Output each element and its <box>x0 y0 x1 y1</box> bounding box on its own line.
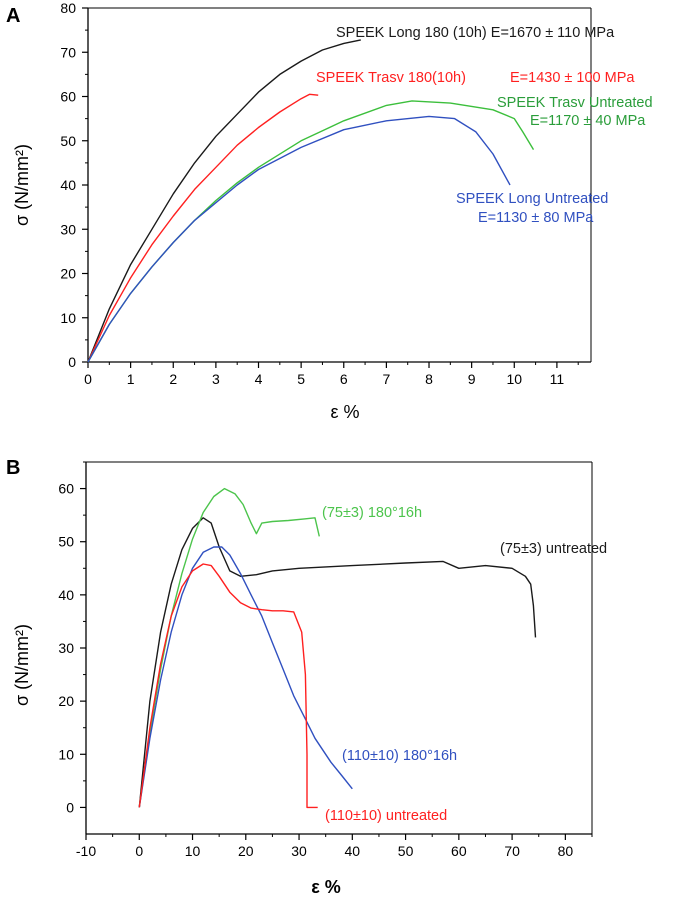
y-tick-label: 40 <box>58 587 74 603</box>
x-tick-label: 7 <box>382 371 390 387</box>
x-tick-label: 2 <box>169 371 177 387</box>
y-tick-label: 40 <box>60 177 76 193</box>
series-line-speek-trasv-180-10h <box>87 93 319 363</box>
annotation-75-untreated: (75±3) untreated <box>500 541 607 557</box>
y-tick-label: 60 <box>60 89 76 105</box>
x-tick-label: -10 <box>76 843 96 859</box>
y-tick-label: 70 <box>60 44 76 60</box>
y-tick-label: 50 <box>58 534 74 550</box>
annotation-trasv-untreated-modulus: E=1170 ± 40 MPa <box>530 113 646 129</box>
series-line-110-10-untreated <box>138 563 318 809</box>
y-axis-title: σ (N/mm²) <box>12 624 32 706</box>
y-axis-title: σ (N/mm²) <box>12 144 32 226</box>
y-tick-label: 0 <box>66 799 74 815</box>
x-tick-label: 50 <box>398 843 414 859</box>
x-tick-label: 0 <box>135 843 143 859</box>
series-line-75-3-180-16h <box>138 487 320 808</box>
x-tick-label: 10 <box>506 371 522 387</box>
y-tick-label: 10 <box>58 746 74 762</box>
annotation-75-treated: (75±3) 180°16h <box>322 505 422 521</box>
y-tick-label: 20 <box>58 693 74 709</box>
y-tick-label: 20 <box>60 266 76 282</box>
series-line-110-10-180-16h <box>138 546 353 808</box>
y-tick-label: 60 <box>58 481 74 497</box>
annotation-long-untreated-title: SPEEK Long Untreated <box>456 191 608 207</box>
x-tick-label: 70 <box>504 843 520 859</box>
x-tick-label: 0 <box>84 371 92 387</box>
x-tick-label: 30 <box>291 843 307 859</box>
annotation-110-untreated: (110±10) untreated <box>325 808 447 824</box>
annotation-trasv-180-modulus: E=1430 ± 100 MPa <box>510 70 635 86</box>
annotation-long-untreated-modulus: E=1130 ± 80 MPa <box>478 210 594 226</box>
panel-a: A 0 1 2 3 4 5 6 7 8 9 10 11 0 10 20 30 40 50 60 70 80 ε % σ (N/… <box>6 0 653 422</box>
y-tick-label: 50 <box>60 133 76 149</box>
x-tick-label: 60 <box>451 843 467 859</box>
annotation-trasv-untreated-title: SPEEK Trasv Untreated <box>497 95 653 111</box>
annotation-long-180: SPEEK Long 180 (10h) E=1670 ± 110 MPa <box>336 25 615 41</box>
series-line-speek-long-untreated <box>87 115 511 363</box>
series-line-speek-long-180-10h <box>87 39 361 363</box>
y-tick-label: 30 <box>60 221 76 237</box>
panel-b: B -10 0 10 20 30 40 50 60 70 80 0 10 20 30 40 50 60 ε % σ (… <box>6 457 607 897</box>
x-axis-title: ε % <box>311 877 341 897</box>
x-tick-label: 11 <box>550 371 565 387</box>
x-tick-label: 9 <box>468 371 476 387</box>
y-tick-label: 0 <box>68 354 76 370</box>
x-tick-label: 6 <box>340 371 348 387</box>
x-tick-label: 1 <box>127 371 135 387</box>
x-tick-label: 40 <box>345 843 361 859</box>
x-tick-label: 3 <box>212 371 220 387</box>
x-tick-label: 80 <box>558 843 574 859</box>
series-line-speek-trasv-untreated <box>87 100 535 363</box>
y-tick-label: 80 <box>60 0 76 16</box>
x-tick-label: 4 <box>255 371 263 387</box>
panel-letter-b: B <box>6 457 20 479</box>
y-tick-label: 10 <box>60 310 76 326</box>
x-tick-label: 10 <box>185 843 201 859</box>
x-tick-label: 20 <box>238 843 254 859</box>
x-tick-label: 5 <box>297 371 305 387</box>
annotation-110-treated: (110±10) 180°16h <box>342 748 457 764</box>
x-tick-label: 8 <box>425 371 433 387</box>
annotation-trasv-180-title: SPEEK Trasv 180(10h) <box>316 70 466 86</box>
series-line-75-3-untreated <box>138 517 537 808</box>
y-tick-label: 30 <box>58 640 74 656</box>
x-axis-title: ε % <box>330 402 359 422</box>
panel-letter-a: A <box>6 5 20 27</box>
